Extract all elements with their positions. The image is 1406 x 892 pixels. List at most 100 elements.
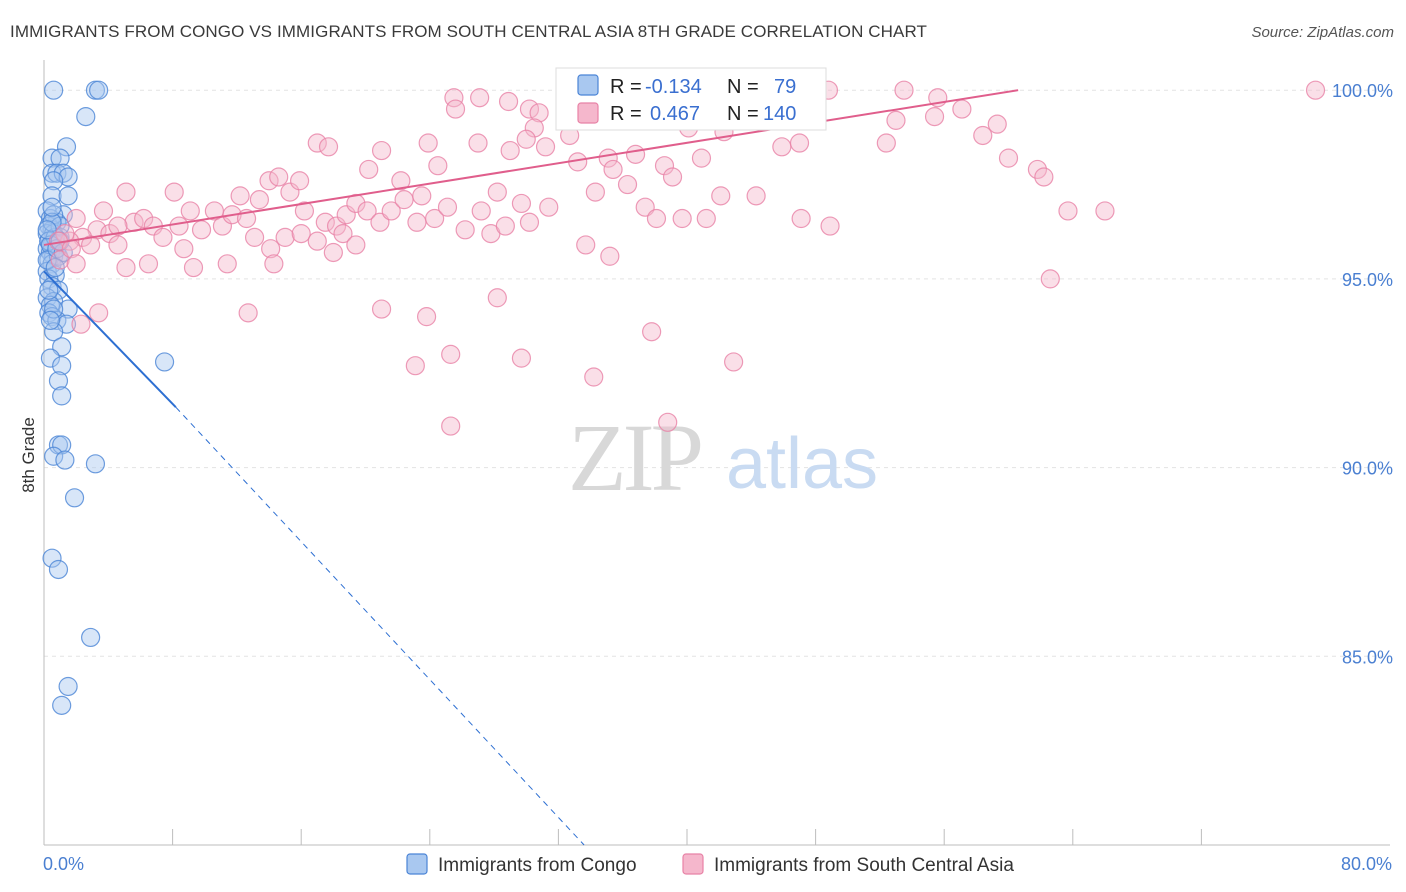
- asia-point-36: [418, 133, 438, 153]
- asia-point-28: [886, 110, 906, 130]
- asia-point-145: [511, 348, 532, 368]
- congo-point-4: [56, 137, 77, 157]
- asia-point-29: [924, 107, 945, 127]
- asia-point-35: [691, 148, 712, 168]
- asia-point-53: [371, 140, 392, 161]
- asia-point-73: [259, 171, 279, 191]
- asia-point-137: [487, 288, 507, 308]
- y-tick-label-0: 100.0%: [1332, 81, 1393, 101]
- asia-point-34: [654, 156, 675, 176]
- asia-point-46: [791, 208, 811, 229]
- asia-point-91: [180, 201, 200, 221]
- congo-point-53: [44, 446, 64, 466]
- asia-point-74: [269, 167, 289, 187]
- congo-point-56: [64, 488, 85, 508]
- congo-point-55: [85, 454, 106, 474]
- legend-n-value-1: 79: [774, 76, 796, 98]
- asia-point-68: [672, 208, 692, 229]
- asia-point-76: [289, 171, 310, 191]
- series-south-central-asia: [48, 80, 1326, 436]
- asia-point-38: [468, 133, 488, 153]
- asia-point-85: [394, 190, 414, 210]
- y-tick-label-2: 90.0%: [1342, 459, 1393, 479]
- asia-point-133: [1040, 269, 1060, 289]
- asia-point-108: [153, 227, 173, 247]
- asia-point-98: [261, 239, 281, 259]
- asia-point-62: [511, 193, 532, 214]
- congo-trend-line: [43, 270, 177, 408]
- congo-point-47: [52, 356, 72, 376]
- asia-point-138: [238, 303, 258, 323]
- congo-point-58: [48, 559, 69, 580]
- congo-point-7: [42, 163, 62, 183]
- legend-r-value-2: 0.467: [650, 103, 700, 125]
- asia-point-150: [658, 412, 678, 432]
- grid-lines: [44, 89, 1390, 657]
- asia-trend-line: [43, 89, 1019, 246]
- asia-point-122: [66, 254, 86, 274]
- asia-point-142: [89, 303, 109, 323]
- asia-point-99: [275, 227, 295, 247]
- y-axis-label: 8th Grade: [19, 417, 38, 493]
- asia-point-70: [711, 186, 731, 206]
- asia-point-87: [471, 201, 491, 221]
- asia-point-61: [487, 182, 507, 202]
- correlation-legend: R = -0.134 N = 79 R = 0.467 N = 140: [555, 67, 827, 131]
- congo-point-48: [154, 352, 175, 372]
- asia-point-140: [416, 307, 437, 327]
- asia-point-82: [357, 201, 377, 221]
- y-tick-label-3: 85.0%: [1342, 647, 1393, 667]
- asia-point-135: [1058, 201, 1078, 221]
- congo-point-10: [58, 167, 78, 187]
- asia-point-7: [498, 91, 519, 112]
- asia-point-67: [646, 208, 667, 229]
- congo-point-44: [44, 322, 64, 342]
- congo-point-13: [58, 186, 78, 206]
- asia-point-37: [428, 156, 448, 176]
- asia-point-143: [405, 356, 425, 376]
- congo-point-71: [39, 280, 59, 300]
- asia-point-39: [500, 140, 520, 161]
- asia-point-113: [108, 216, 128, 236]
- asia-point-49: [998, 148, 1019, 168]
- asia-point-102: [333, 224, 353, 244]
- asia-point-89: [519, 212, 540, 232]
- congo-point-78: [42, 197, 62, 217]
- asia-point-111: [93, 201, 114, 221]
- congo-point-12: [42, 186, 62, 206]
- asia-point-88: [495, 216, 515, 236]
- x-tick-label-1: 80.0%: [1341, 854, 1392, 874]
- congo-point-61: [52, 695, 72, 715]
- asia-point-64: [585, 182, 605, 202]
- asia-point-48: [973, 125, 993, 146]
- asia-point-109: [169, 216, 189, 236]
- asia-point-59: [455, 220, 475, 240]
- asia-point-41: [535, 137, 556, 157]
- asia-point-43: [603, 159, 623, 180]
- asia-point-65: [617, 174, 638, 195]
- asia-point-86: [407, 212, 427, 232]
- asia-point-127: [183, 257, 204, 278]
- asia-point-106: [134, 208, 154, 229]
- asia-point-103: [346, 235, 366, 255]
- asia-point-141: [71, 314, 91, 334]
- congo-point-0: [44, 80, 64, 100]
- asia-point-149: [441, 416, 461, 436]
- asia-point-116: [81, 235, 101, 255]
- legend-bottom-label-congo: Immigrants from Congo: [438, 855, 637, 876]
- asia-point-45: [746, 186, 766, 206]
- asia-point-132: [600, 246, 620, 266]
- asia-point-40: [516, 129, 536, 149]
- congo-point-42: [47, 310, 67, 331]
- asia-point-22: [952, 99, 972, 119]
- asia-point-92: [191, 220, 212, 240]
- asia-point-125: [138, 254, 159, 274]
- legend-swatch-asia: [577, 102, 599, 124]
- legend-n-label-2: N =: [727, 103, 759, 125]
- asia-point-63: [539, 197, 559, 217]
- asia-point-72: [249, 190, 270, 210]
- asia-point-104: [116, 182, 136, 202]
- congo-point-57: [42, 548, 62, 568]
- legend-bottom-swatch-congo: [406, 853, 428, 875]
- legend-swatch-congo: [577, 74, 599, 96]
